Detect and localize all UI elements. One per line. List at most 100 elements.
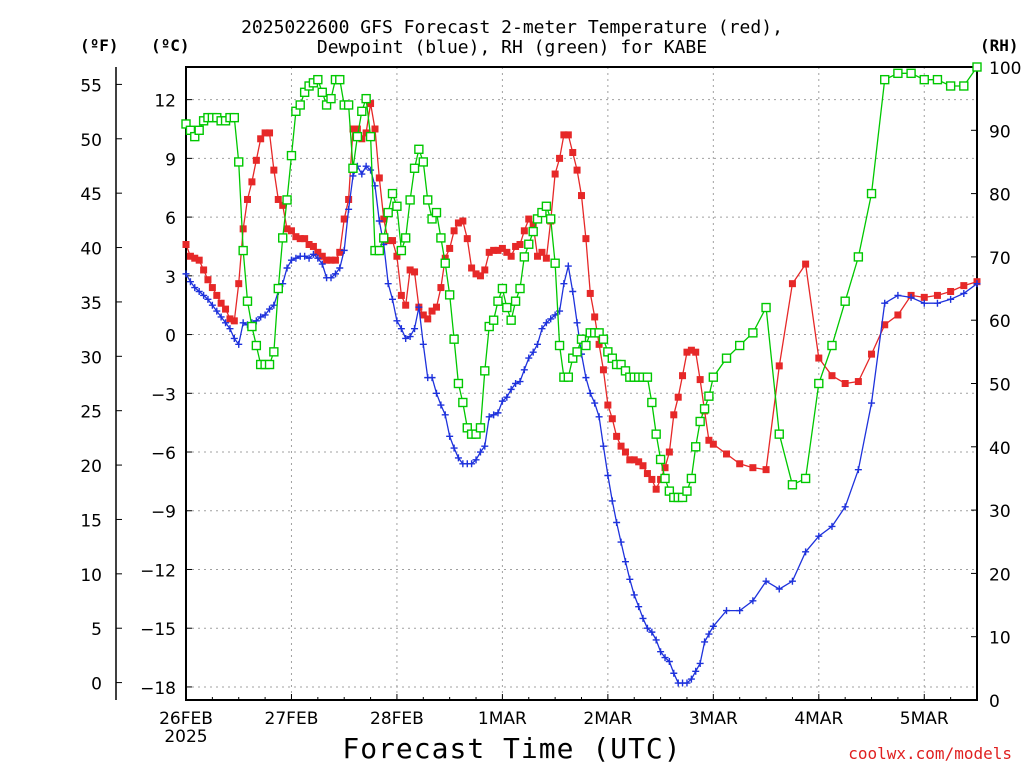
temperature-point xyxy=(481,266,489,274)
dewpoint-point xyxy=(235,340,243,348)
dewpoint-point xyxy=(687,675,695,683)
temperature-point xyxy=(670,411,678,419)
rh-point xyxy=(282,195,292,205)
dewpoint-point xyxy=(283,264,291,272)
rh-point xyxy=(436,233,446,243)
dewpoint-point xyxy=(446,432,454,440)
dewpoint-point xyxy=(450,444,458,452)
temperature-point xyxy=(463,235,471,243)
temperature-point xyxy=(406,266,414,274)
fahrenheit-tick-label: 30 xyxy=(80,348,102,368)
rh-point xyxy=(853,252,864,262)
dewpoint-point xyxy=(331,270,339,278)
temperature-point xyxy=(542,254,550,262)
temperature-point xyxy=(626,456,634,464)
temperature-point xyxy=(613,432,621,440)
rh-point xyxy=(440,258,450,268)
dewpoint-point xyxy=(476,448,484,456)
temperature-point xyxy=(586,289,594,297)
rh-point xyxy=(458,397,468,408)
temperature-series xyxy=(182,100,981,493)
dewpoint-point xyxy=(591,399,599,407)
rh-point xyxy=(699,404,710,414)
dewpoint-point xyxy=(411,325,419,333)
rh-series xyxy=(181,62,982,503)
fahrenheit-tick-label: 50 xyxy=(80,131,102,151)
temperature-point xyxy=(507,252,515,260)
temperature-point xyxy=(687,346,695,354)
rh-point xyxy=(295,100,305,110)
rh-point xyxy=(880,74,890,85)
temperature-point xyxy=(182,241,190,249)
rh-point xyxy=(945,81,956,91)
dewpoint-point xyxy=(454,454,462,462)
x-tick-label: 3MAR xyxy=(689,709,738,729)
temperature-point xyxy=(235,280,243,288)
fahrenheit-tick-label: 40 xyxy=(80,240,102,260)
dewpoint-point xyxy=(775,585,783,593)
dewpoint-point xyxy=(406,333,414,341)
rh-point xyxy=(238,245,248,256)
dewpoint-point xyxy=(222,319,230,327)
dewpoint-point xyxy=(692,667,700,675)
rh-point xyxy=(449,334,459,344)
fahrenheit-unit-label: (ºF) xyxy=(80,36,119,55)
temperature-point xyxy=(226,315,234,323)
rh-point xyxy=(510,296,521,306)
dewpoint-point xyxy=(529,348,537,356)
rh-point xyxy=(326,93,336,104)
celsius-tick-label: −18 xyxy=(140,679,176,699)
temperature-point xyxy=(459,217,467,225)
dewpoint-point xyxy=(266,305,274,313)
celsius-tick-label: −9 xyxy=(151,503,176,523)
celsius-tick-label: 3 xyxy=(165,268,176,288)
rh-point xyxy=(374,245,385,256)
x-tick-label: 5MAR xyxy=(900,709,949,729)
rh-tick-label: 40 xyxy=(989,439,1011,459)
temperature-point xyxy=(947,287,955,295)
temperature-point xyxy=(635,458,643,466)
dewpoint-point xyxy=(573,319,581,327)
dewpoint-point xyxy=(384,280,392,288)
dewpoint-point xyxy=(301,252,309,260)
rh-point xyxy=(572,347,582,357)
rh-point xyxy=(317,87,327,98)
temperature-point xyxy=(648,475,656,483)
dewpoint-point xyxy=(432,389,440,397)
temperature-point xyxy=(204,276,212,284)
dewpoint-point xyxy=(604,472,612,480)
rh-point xyxy=(379,233,389,243)
temperature-point xyxy=(591,313,599,321)
temperature-point xyxy=(723,450,731,458)
dewpoint-point xyxy=(336,264,344,272)
temperature-point xyxy=(353,125,361,133)
temperature-point xyxy=(292,233,300,241)
temperature-point xyxy=(380,215,388,223)
rh-point xyxy=(972,62,982,72)
fahrenheit-tick-label: 0 xyxy=(91,675,102,695)
rh-point xyxy=(515,283,525,294)
rh-point xyxy=(774,429,784,439)
rh-tick-label: 100 xyxy=(989,59,1021,79)
rh-point xyxy=(286,150,297,161)
dewpoint-point xyxy=(569,287,577,295)
temperature-point xyxy=(630,456,638,464)
temperature-point xyxy=(696,376,704,384)
dewpoint-point xyxy=(415,303,423,311)
temperature-point xyxy=(485,248,493,256)
temperature-point xyxy=(564,131,572,139)
temperature-point xyxy=(920,293,928,301)
temperature-point xyxy=(933,291,941,299)
temperature-point xyxy=(762,466,770,474)
rh-point xyxy=(814,378,824,389)
dewpoint-point xyxy=(582,374,590,382)
rh-tick-label: 30 xyxy=(989,502,1011,522)
dewpoint-point xyxy=(498,397,506,405)
rh-point xyxy=(313,74,323,85)
temperature-point xyxy=(296,235,304,243)
temperature-point xyxy=(472,270,480,278)
rh-point xyxy=(708,372,719,382)
rh-point xyxy=(493,296,503,306)
dewpoint-point xyxy=(841,503,849,511)
